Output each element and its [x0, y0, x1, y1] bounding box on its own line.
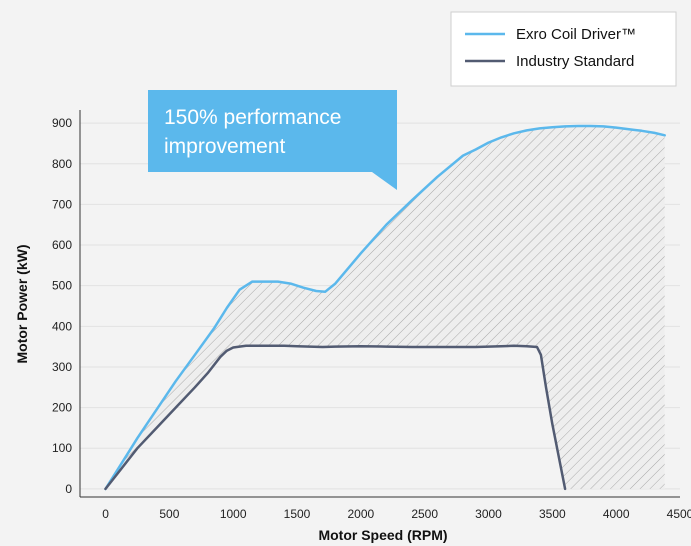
- y-tick-label: 400: [52, 319, 72, 333]
- legend: Exro Coil Driver™ Industry Standard: [451, 12, 676, 86]
- x-tick-label: 4500: [667, 507, 691, 521]
- x-tick-label: 2000: [347, 507, 374, 521]
- y-tick-label: 700: [52, 197, 72, 211]
- legend-label-industry: Industry Standard: [516, 53, 634, 70]
- y-tick-label: 200: [52, 401, 72, 415]
- y-tick-label: 0: [65, 482, 72, 496]
- x-tick-label: 3500: [539, 507, 566, 521]
- callout-text-line1: 150% performance: [164, 106, 341, 129]
- callout-text-line2: improvement: [164, 135, 286, 158]
- y-tick-label: 100: [52, 441, 72, 455]
- x-tick-label: 1000: [220, 507, 247, 521]
- y-tick-label: 300: [52, 360, 72, 374]
- x-tick-label: 0: [102, 507, 109, 521]
- x-axis-title: Motor Speed (RPM): [318, 527, 447, 543]
- x-tick-label: 500: [159, 507, 179, 521]
- legend-box: [451, 12, 676, 86]
- y-tick-label: 600: [52, 238, 72, 252]
- y-tick-label: 900: [52, 116, 72, 130]
- x-tick-label: 1500: [284, 507, 311, 521]
- y-tick-label: 500: [52, 279, 72, 293]
- y-tick-label: 800: [52, 157, 72, 171]
- y-axis-title: Motor Power (kW): [14, 245, 30, 364]
- annotation-callout: 150% performance improvement: [148, 90, 397, 190]
- legend-label-exro: Exro Coil Driver™: [516, 26, 636, 43]
- x-tick-label: 3000: [475, 507, 502, 521]
- x-tick-label: 2500: [411, 507, 438, 521]
- x-tick-label: 4000: [603, 507, 630, 521]
